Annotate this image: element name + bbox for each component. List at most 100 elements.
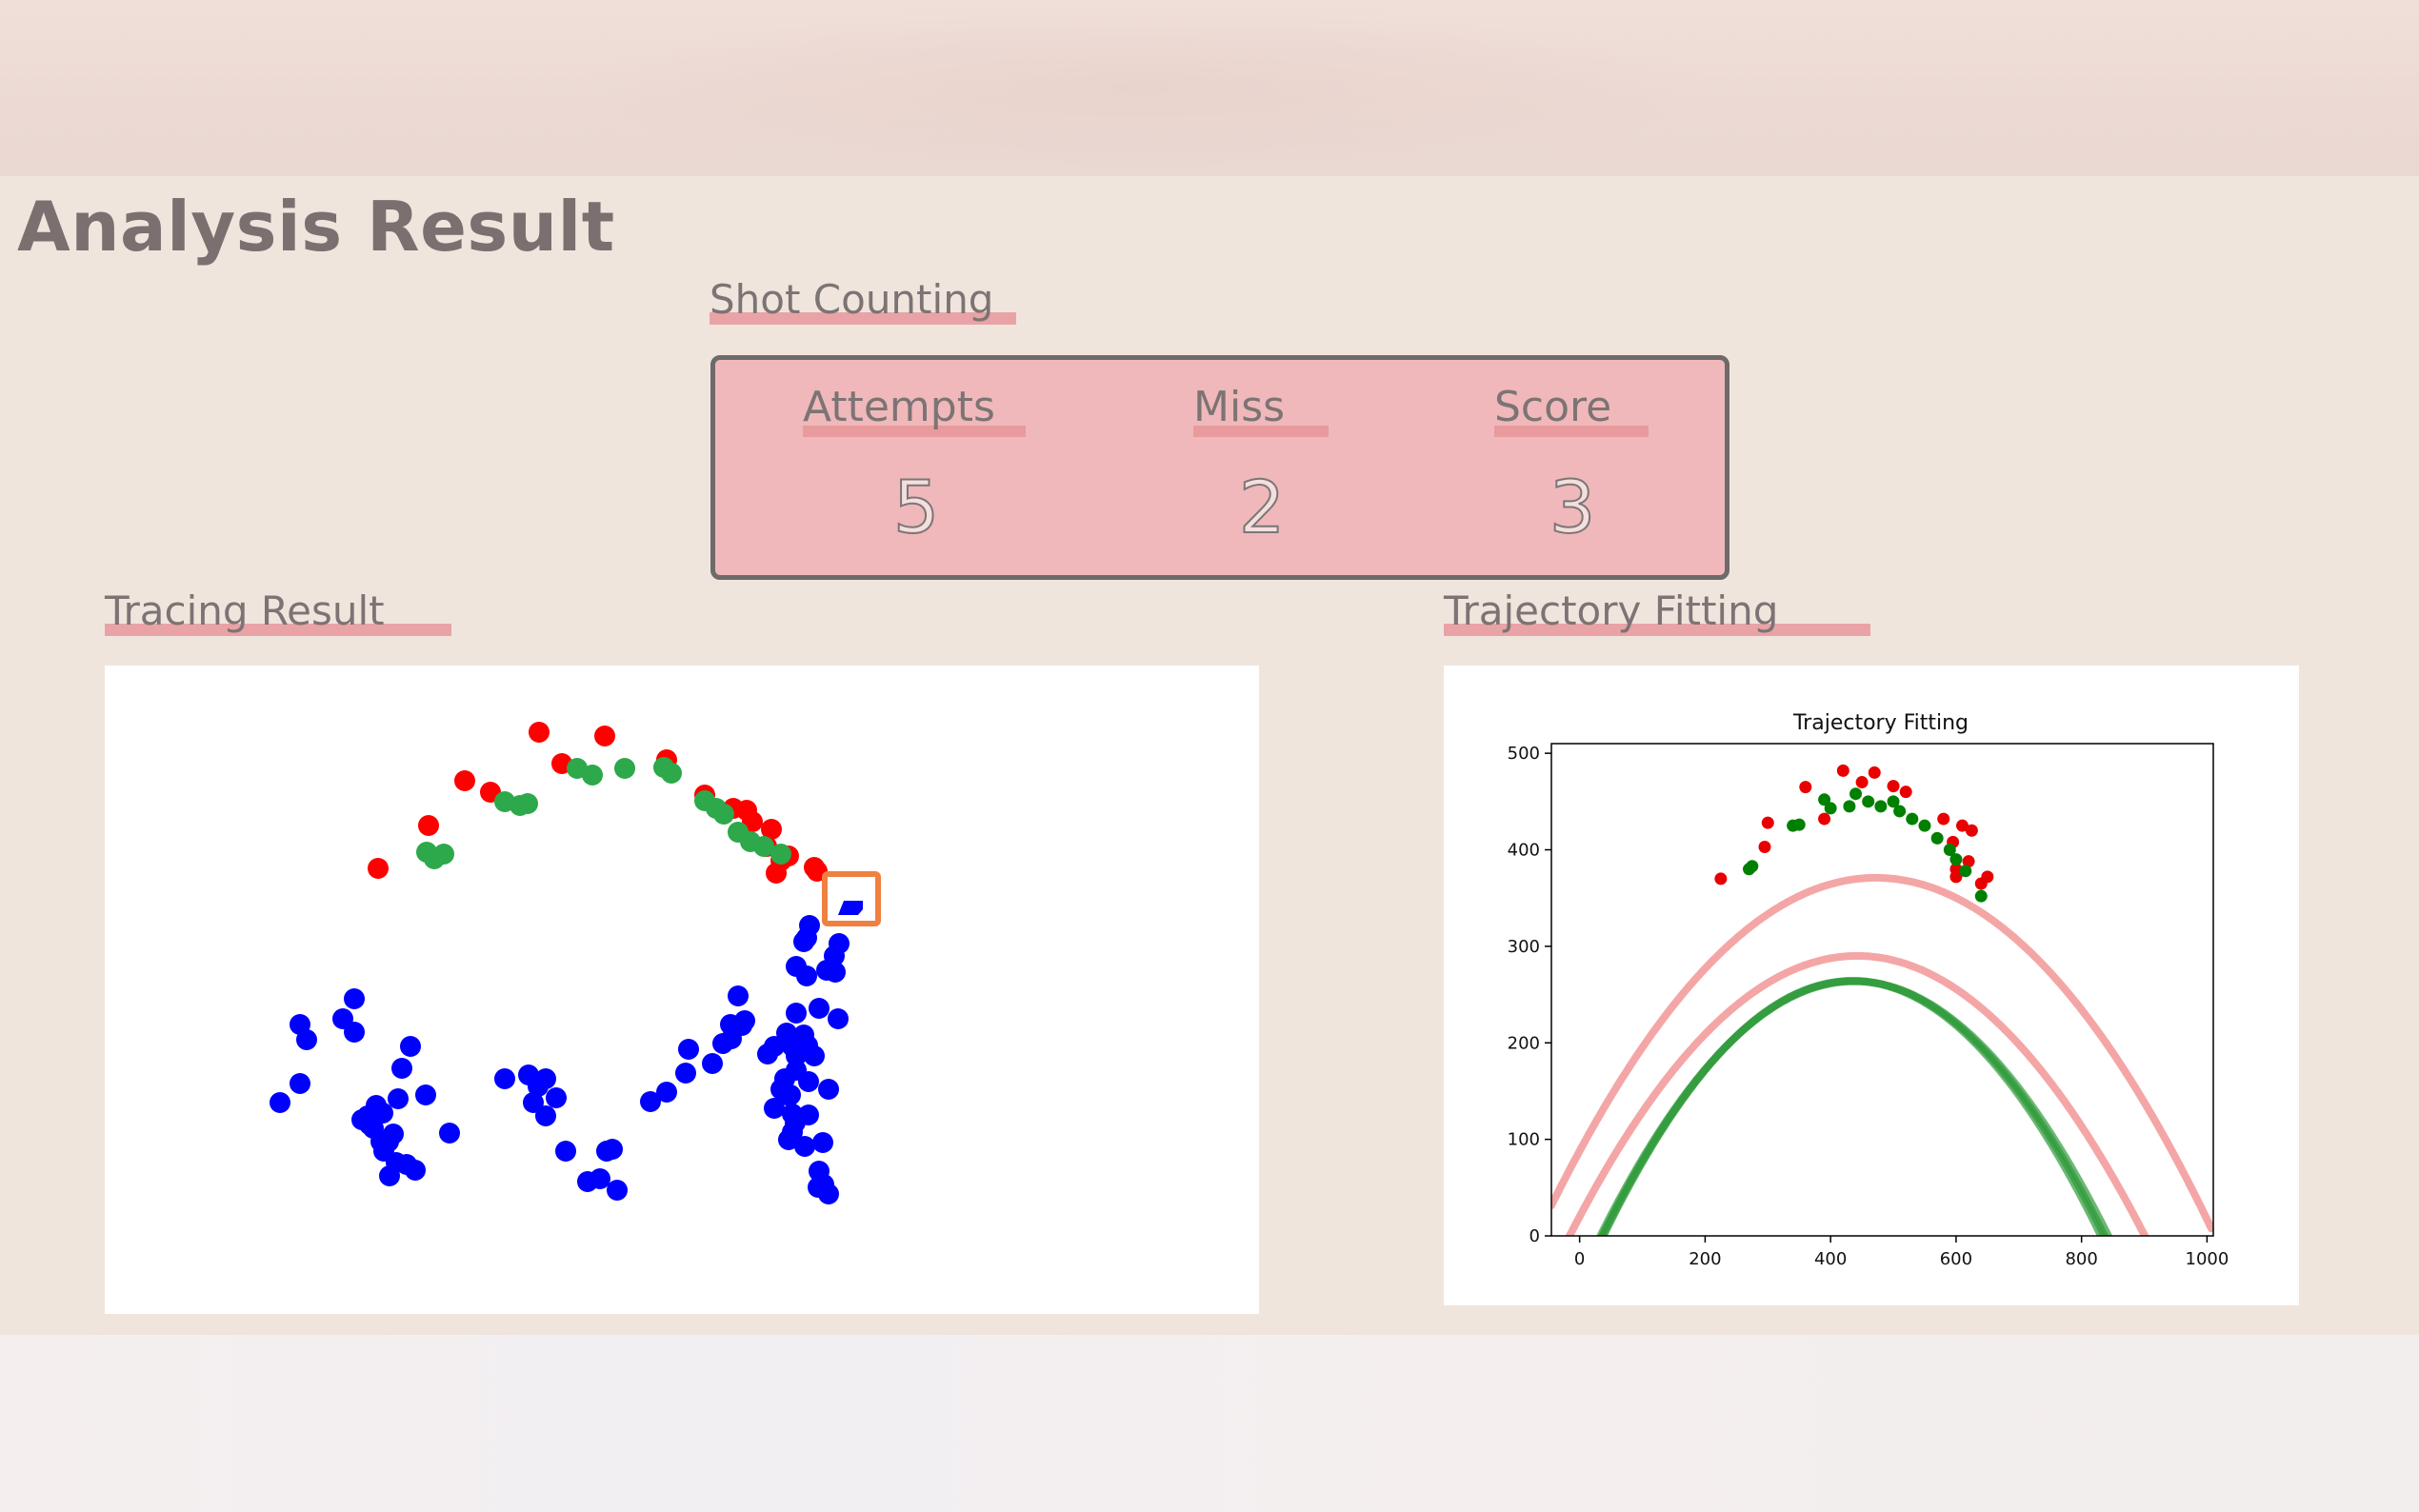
trajectory-data-point bbox=[1937, 812, 1950, 826]
made-shot-point bbox=[713, 804, 734, 825]
ball-track-point bbox=[818, 1184, 839, 1204]
ball-track-point bbox=[391, 1058, 412, 1079]
trajectory-data-point bbox=[1974, 889, 1988, 903]
ball-track-point bbox=[640, 1091, 661, 1112]
made-shot-point bbox=[614, 758, 635, 779]
trajectory-data-point bbox=[1818, 812, 1831, 826]
ball-track-point bbox=[757, 1044, 778, 1064]
stat-score-label: Score bbox=[1494, 383, 1649, 437]
ball-track-point bbox=[344, 988, 365, 1009]
ball-track-point bbox=[728, 985, 749, 1006]
x-tick-label: 1000 bbox=[2186, 1249, 2229, 1269]
x-tick-label: 800 bbox=[2065, 1249, 2097, 1269]
made-shot-point bbox=[770, 844, 791, 865]
ball-track-point bbox=[270, 1092, 290, 1113]
trajectory-data-point bbox=[1887, 795, 1900, 808]
ball-track-point bbox=[388, 1088, 409, 1109]
ball-track-point bbox=[518, 1064, 539, 1085]
fitted-trajectory-line bbox=[1565, 951, 2149, 1236]
trajectory-data-point bbox=[1862, 795, 1875, 808]
shot-counting-heading: Shot Counting bbox=[710, 276, 1016, 325]
trajectory-data-point bbox=[1824, 802, 1837, 815]
made-shot-point bbox=[753, 836, 774, 857]
ball-track-point bbox=[734, 1010, 755, 1031]
ball-track-point bbox=[721, 1028, 742, 1049]
ball-track-point bbox=[809, 998, 830, 1019]
ball-track-point bbox=[590, 1168, 610, 1189]
x-tick-label: 400 bbox=[1814, 1249, 1847, 1269]
ball-track-point bbox=[780, 1084, 801, 1105]
trajectory-data-point bbox=[1761, 816, 1774, 829]
stat-miss-text: Miss bbox=[1193, 383, 1286, 431]
ball-track-point bbox=[786, 956, 807, 977]
missed-shot-point bbox=[418, 815, 439, 836]
ball-track-point bbox=[439, 1123, 460, 1144]
y-tick-label: 100 bbox=[1508, 1130, 1540, 1150]
trajectory-data-point bbox=[1906, 812, 1919, 826]
x-tick-label: 600 bbox=[1940, 1249, 1972, 1269]
label-underline bbox=[1494, 426, 1649, 437]
heading-underline bbox=[1444, 624, 1870, 636]
ball-track-point bbox=[523, 1092, 544, 1113]
trajectory-data-point bbox=[1818, 793, 1831, 806]
ball-track-point bbox=[812, 1132, 833, 1153]
footer-banner bbox=[0, 1335, 2419, 1512]
page-title: Analysis Result bbox=[17, 187, 615, 267]
trajectory-data-point bbox=[1949, 870, 1963, 884]
ball-track-point bbox=[793, 931, 814, 952]
trajectory-data-point bbox=[1799, 781, 1812, 794]
trajectory-data-point bbox=[1949, 853, 1963, 866]
ball-track-point bbox=[778, 1129, 799, 1150]
trajectory-chart: Trajectory Fitting 0 200 400 600 800 1000 0 100… bbox=[1508, 711, 2229, 1269]
ball-track-point bbox=[828, 1008, 849, 1029]
trajectory-data-point bbox=[1855, 776, 1869, 789]
trajectory-data-point bbox=[1930, 831, 1944, 845]
trajectory-data-point bbox=[1874, 800, 1888, 813]
trajectory-data-point bbox=[1943, 844, 1956, 857]
shot-counting-card: Attempts Miss Score 5 2 3 bbox=[710, 355, 1729, 580]
stat-miss-label: Miss bbox=[1193, 383, 1329, 437]
ball-track-point bbox=[785, 1112, 806, 1133]
shot-counting-title: Shot Counting bbox=[710, 276, 994, 323]
ball-track-point bbox=[818, 1079, 839, 1100]
ball-track-point bbox=[415, 1084, 436, 1105]
made-shot-point bbox=[433, 844, 454, 865]
ball-track-point bbox=[290, 1073, 310, 1094]
ball-track-point bbox=[400, 1036, 421, 1057]
x-tick-label: 0 bbox=[1574, 1249, 1585, 1269]
stat-miss-value: 2 bbox=[1238, 464, 1286, 550]
ball-track-point bbox=[379, 1165, 400, 1186]
x-tick-label: 200 bbox=[1689, 1249, 1721, 1269]
ball-track-point bbox=[535, 1068, 556, 1089]
made-shot-point bbox=[582, 765, 603, 786]
ball-track-point bbox=[799, 915, 820, 936]
trajectory-data-point bbox=[1868, 766, 1881, 779]
trajectory-data-point bbox=[1758, 840, 1771, 853]
trajectory-data-point bbox=[1792, 818, 1806, 831]
ball-track-point bbox=[678, 1039, 699, 1060]
y-tick-label: 200 bbox=[1508, 1033, 1540, 1053]
tracing-result-heading: Tracing Result bbox=[105, 587, 451, 636]
made-shot-point bbox=[517, 793, 538, 814]
tracing-plot bbox=[270, 722, 881, 1204]
trajectory-data-point bbox=[1746, 860, 1759, 873]
ball-track-point bbox=[816, 960, 837, 981]
trajectory-data-point bbox=[1714, 872, 1728, 885]
chart-title: Trajectory Fitting bbox=[1792, 711, 1969, 735]
ball-track-point bbox=[675, 1063, 696, 1084]
ball-track-point bbox=[405, 1160, 426, 1181]
ball-in-hoop-marker bbox=[838, 901, 863, 915]
trajectory-fitting-heading: Trajectory Fitting bbox=[1444, 587, 1870, 636]
ball-track-point bbox=[702, 1053, 723, 1074]
trajectory-data-point bbox=[1849, 787, 1863, 801]
trajectory-data-point bbox=[1981, 870, 1994, 884]
ball-track-point bbox=[829, 933, 850, 954]
label-underline bbox=[1193, 426, 1329, 437]
tracing-result-title: Tracing Result bbox=[105, 587, 385, 634]
trajectory-data-point bbox=[1836, 764, 1849, 777]
stat-attempts-label: Attempts bbox=[803, 383, 1026, 437]
ball-track-point bbox=[797, 1035, 818, 1056]
trajectory-fitting-panel: Trajectory Fitting 0 200 400 600 800 1000 0 100… bbox=[1444, 666, 2299, 1305]
header-banner bbox=[0, 0, 2419, 176]
y-tick-label: 0 bbox=[1529, 1226, 1540, 1246]
